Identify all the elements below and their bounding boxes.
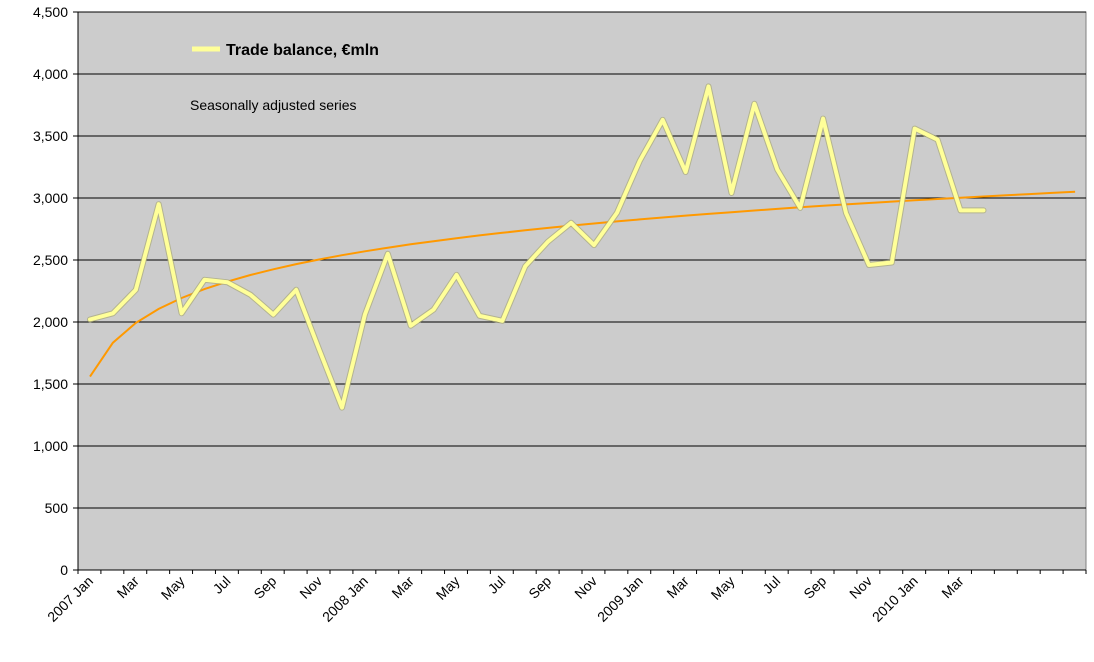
legend: Trade balance, €mln [192, 42, 379, 59]
data-point [936, 138, 940, 142]
x-tick-label: May [433, 573, 463, 603]
x-tick-label: 2008 Jan [319, 573, 371, 625]
data-point [500, 319, 504, 323]
data-point [684, 170, 688, 174]
data-point [203, 278, 206, 282]
data-point [592, 243, 596, 247]
x-tick-label: Mar [663, 573, 692, 602]
x-tick-label: Nov [571, 573, 600, 602]
x-tick-label: Mar [938, 573, 967, 602]
x-tick-label: Nov [846, 573, 875, 602]
data-point [867, 263, 871, 267]
data-point [890, 261, 894, 264]
data-point [157, 202, 161, 206]
data-point [844, 211, 848, 215]
trendline [89, 190, 1076, 378]
series-line [88, 84, 986, 410]
y-tick-label: 4,000 [33, 66, 68, 82]
y-tick-label: 4,500 [33, 4, 68, 20]
x-tick-label: Nov [296, 573, 325, 602]
data-point [478, 314, 481, 318]
x-tick-label: Sep [800, 573, 829, 602]
data-point [432, 308, 436, 312]
x-tick-label: Jul [485, 573, 509, 597]
data-point [821, 117, 825, 121]
x-tick-label: May [158, 573, 188, 603]
x-tick-label: Mar [114, 573, 143, 602]
x-tick-label: Sep [250, 573, 279, 602]
plot-area [77, 11, 1087, 571]
data-point [523, 264, 527, 268]
data-point [569, 221, 573, 225]
y-tick-label: 1,500 [33, 376, 68, 392]
data-point [661, 118, 665, 122]
annotation-text: Seasonally adjusted series [190, 97, 357, 113]
x-tick-label: 2009 Jan [594, 573, 646, 625]
y-tick-label: 1,000 [33, 438, 68, 454]
y-tick-label: 2,000 [33, 314, 68, 330]
x-tick-label: Jul [210, 573, 234, 597]
data-point [134, 288, 138, 292]
data-point [730, 191, 733, 195]
x-tick-label: May [708, 573, 738, 603]
data-point [798, 206, 802, 210]
data-point [88, 318, 92, 321]
x-tick-label: 2007 Jan [44, 573, 96, 625]
data-point [180, 311, 184, 315]
data-point [959, 208, 962, 212]
y-tick-label: 2,500 [33, 252, 68, 268]
x-tick-label: 2010 Jan [869, 573, 921, 625]
legend-label: Trade balance, €mln [226, 42, 379, 59]
data-point [913, 127, 917, 131]
y-axis-ticks: 0 500 1,000 1,500 2,000 2,500 3,000 3,500 4,000 4… [33, 4, 78, 578]
data-point [317, 347, 321, 351]
x-tick-label: Mar [388, 573, 417, 602]
data-point [386, 252, 390, 256]
data-point [546, 239, 550, 243]
data-point [363, 313, 367, 317]
y-tick-label: 3,500 [33, 128, 68, 144]
data-point [294, 288, 298, 292]
data-point [615, 211, 619, 215]
y-tick-label: 500 [45, 500, 69, 516]
x-tick-label: Jul [759, 573, 783, 597]
data-point [752, 102, 756, 106]
y-tick-label: 3,000 [33, 190, 68, 206]
series-trade-balance [87, 83, 987, 411]
data-point [638, 159, 642, 163]
data-point [271, 313, 275, 317]
data-point [226, 280, 229, 284]
data-point [340, 406, 344, 410]
data-point [409, 324, 413, 328]
data-point [111, 311, 115, 315]
data-point [775, 168, 779, 171]
data-point [455, 273, 458, 277]
data-point [248, 293, 252, 297]
y-tick-label: 0 [60, 562, 68, 578]
x-tick-label: Sep [525, 573, 554, 602]
data-point [707, 84, 710, 88]
data-point [982, 208, 985, 212]
gridlines [78, 11, 1086, 509]
